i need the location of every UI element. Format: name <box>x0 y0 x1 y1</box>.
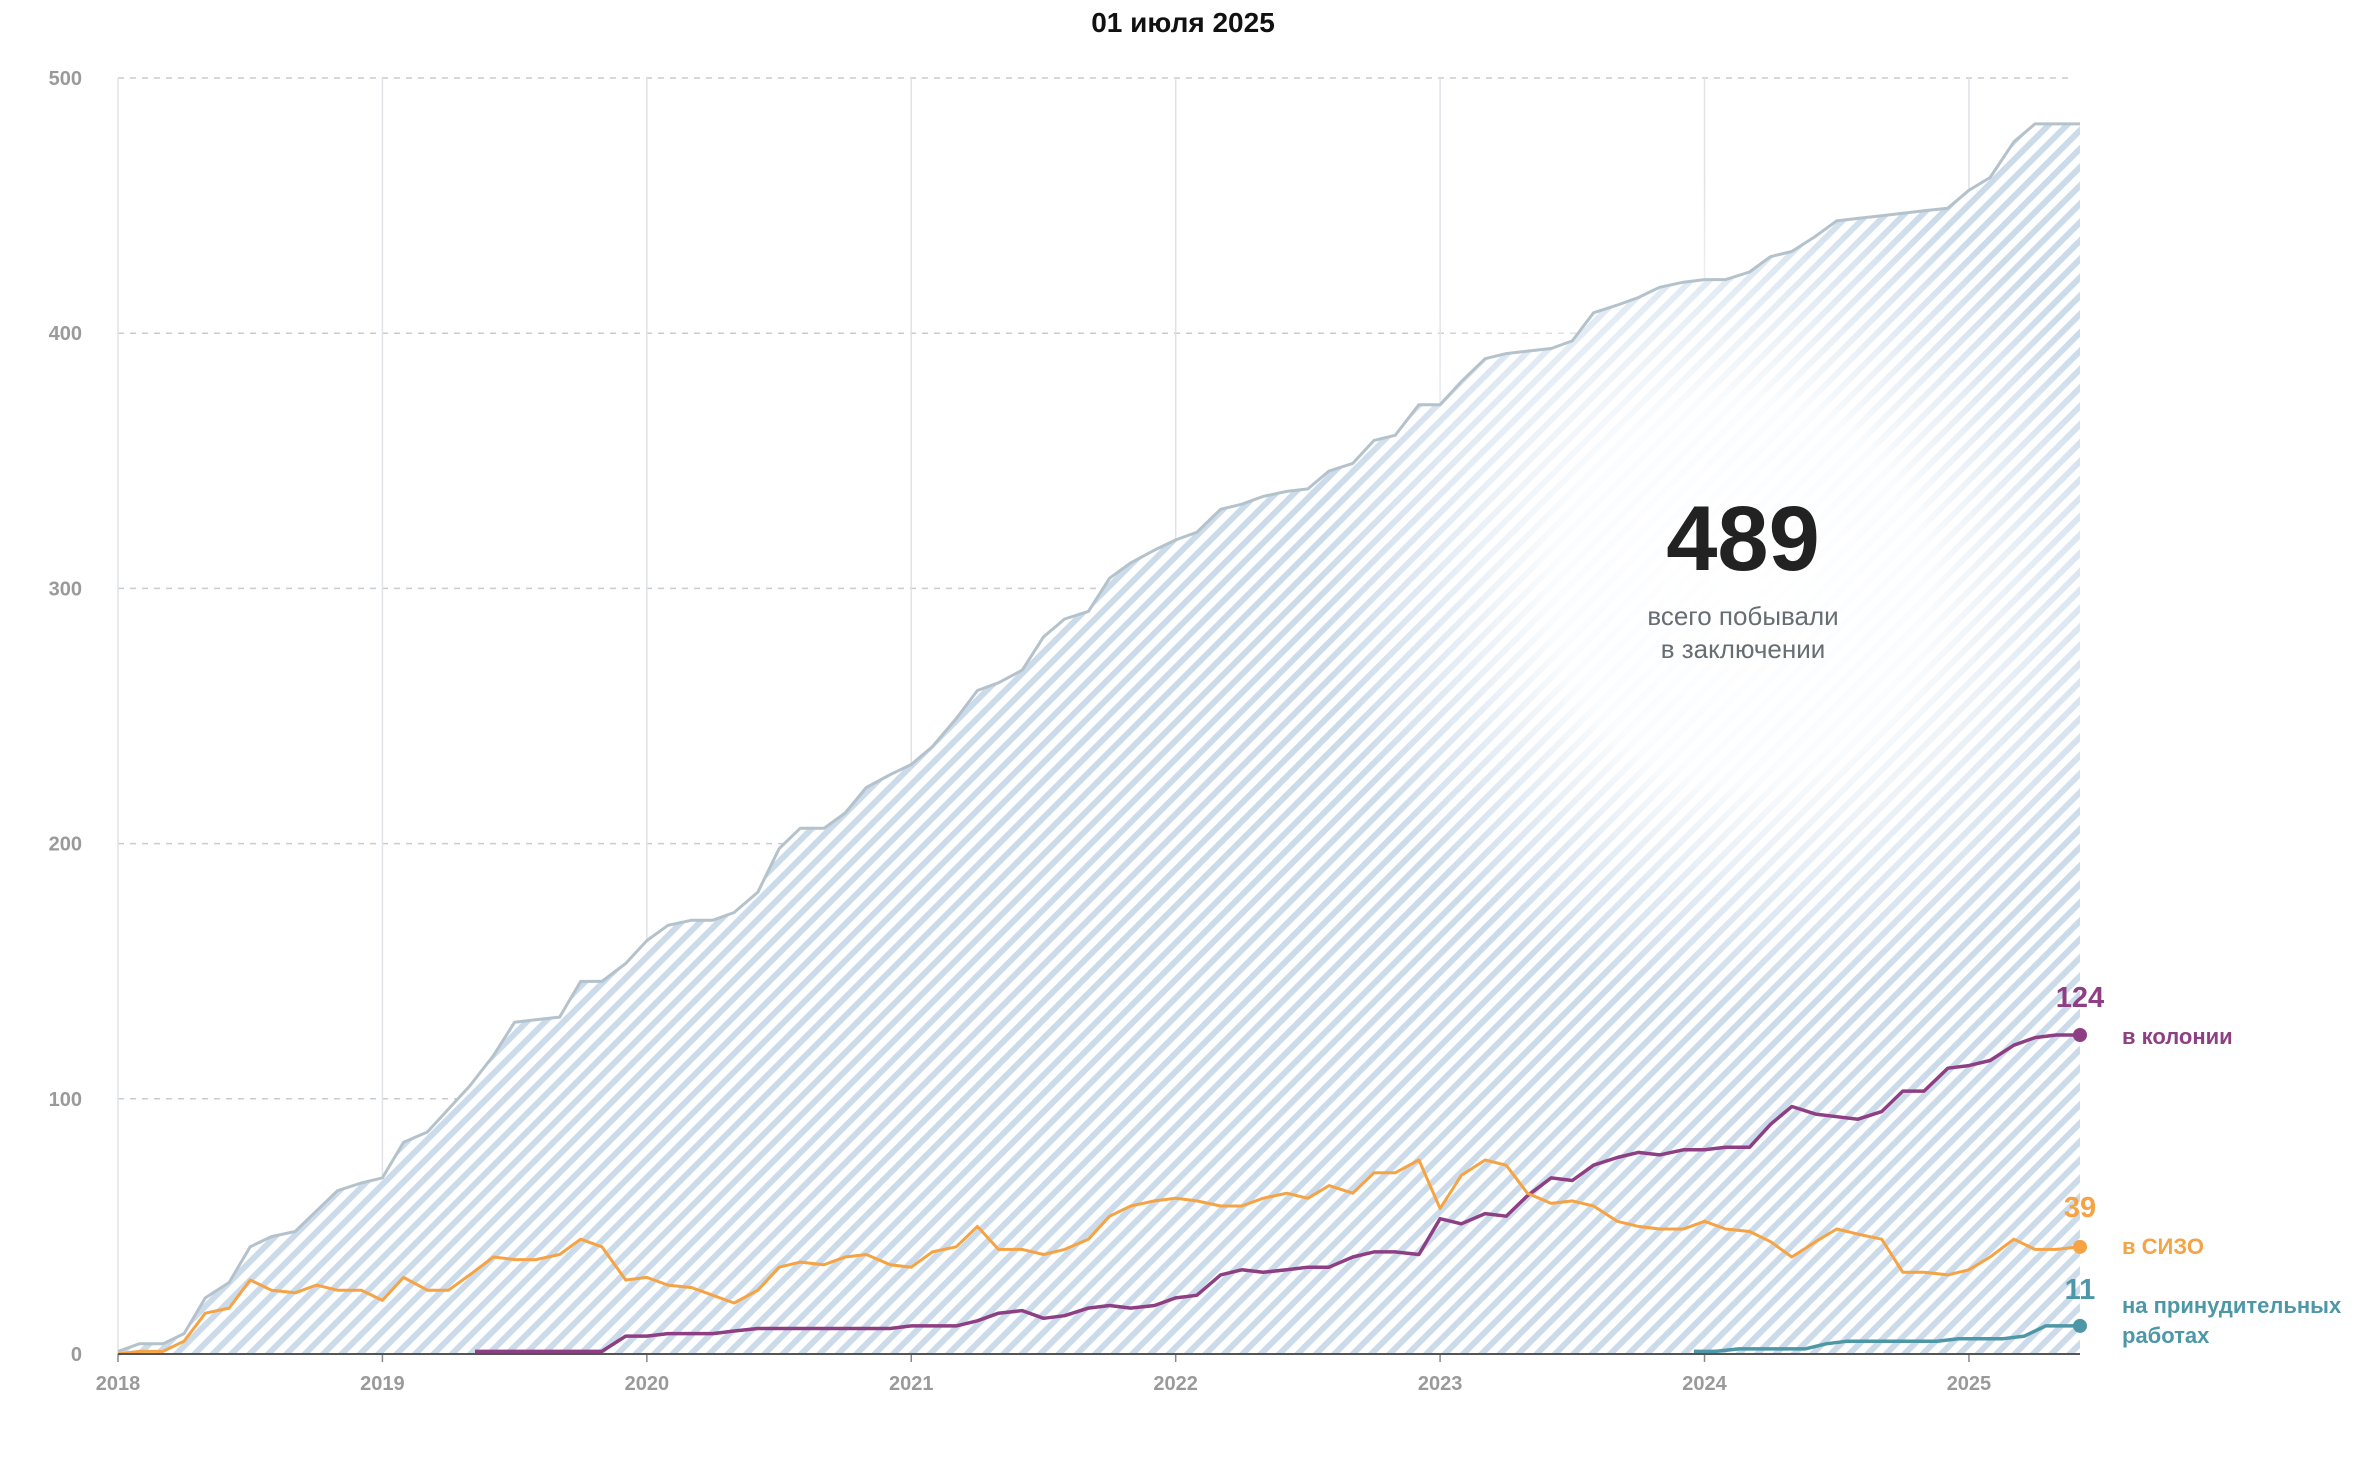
y-tick-label: 500 <box>49 68 82 90</box>
annotation-text-line1: всего побывали <box>1647 601 1838 631</box>
forced-end-text-line1: на принудительных <box>2122 1293 2342 1318</box>
end-label-forced: 11 на принудительных работах <box>2065 1274 2342 1348</box>
annotation-text-line2: в заключении <box>1661 634 1826 664</box>
forced-end-point <box>2073 1318 2087 1333</box>
y-tick-label: 400 <box>49 323 82 345</box>
x-tick-label: 2025 <box>1947 1373 1992 1395</box>
end-label-colony: 124 в колонии <box>2056 982 2233 1049</box>
x-tick-label: 2022 <box>1153 1373 1198 1395</box>
x-tick-label: 2019 <box>360 1373 405 1395</box>
sizo-series-line <box>117 1158 2081 1356</box>
colony-end-text: в колонии <box>2122 1024 2233 1049</box>
y-tick-label: 300 <box>49 578 82 600</box>
annotation-value: 489 <box>1666 488 1820 590</box>
forced-series-line <box>1693 1324 2080 1354</box>
colony-end-point <box>2073 1028 2087 1042</box>
forced-end-text-line2: работах <box>2122 1323 2210 1348</box>
x-tick-label: 2018 <box>96 1373 141 1395</box>
total-series-line <box>117 122 2080 1353</box>
sizo-end-point <box>2073 1239 2087 1254</box>
sizo-end-text: в СИЗО <box>2122 1234 2204 1259</box>
annotation-total: 489 всего побывали в заключении <box>1647 488 1838 664</box>
x-tick-label: 2021 <box>889 1373 934 1395</box>
y-tick-label: 0 <box>71 1344 82 1366</box>
x-tick-label: 2023 <box>1418 1373 1463 1395</box>
x-tick-label: 2024 <box>1682 1373 1727 1395</box>
colony-series-line <box>475 1033 2080 1354</box>
annotation-halo <box>1320 170 2160 1010</box>
x-tick-label: 2020 <box>625 1373 670 1395</box>
series-lines <box>117 122 2087 1356</box>
y-tick-label: 100 <box>49 1089 82 1111</box>
sizo-end-value: 39 <box>2064 1192 2096 1224</box>
end-label-sizo: 39 в СИЗО <box>2064 1192 2204 1259</box>
y-tick-label: 200 <box>49 834 82 856</box>
total-area <box>118 123 2160 1354</box>
axes: 0 100 200 300 400 500 2018 2019 2020 2021 2022 2023… <box>49 68 2080 1395</box>
forced-end-value: 11 <box>2065 1274 2096 1306</box>
chart-title: 01 июля 2025 <box>1091 7 1275 38</box>
colony-end-value: 124 <box>2056 982 2104 1014</box>
